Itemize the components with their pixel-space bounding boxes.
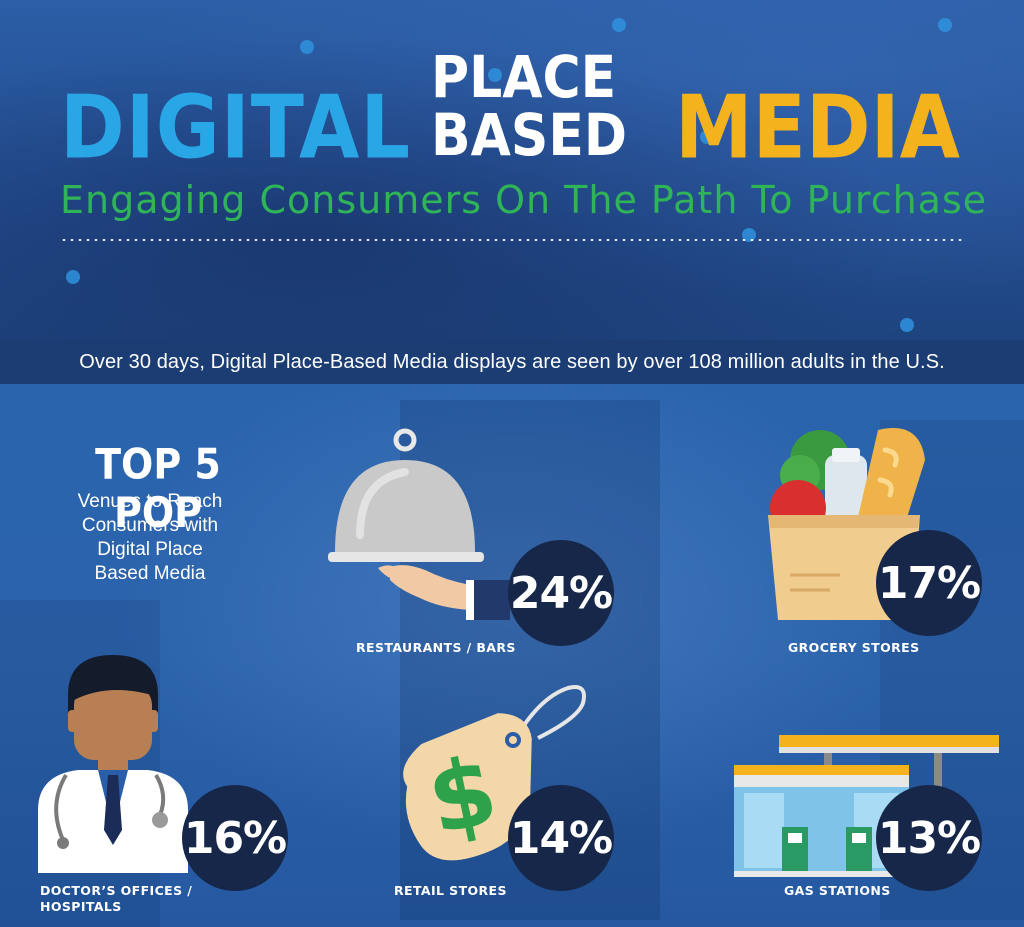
dotted-divider [60, 239, 965, 241]
top5-subtitle-line: Based Media [94, 563, 206, 584]
decorative-dot [66, 270, 80, 284]
stat-banner-text: Over 30 days, Digital Place-Based Media … [79, 350, 945, 373]
percent-circle-restaurants: 24% [508, 540, 614, 646]
top5-subtitle-line: Digital Place [97, 539, 203, 560]
label-gas: GAS STATIONS [784, 883, 891, 898]
decorative-dot [938, 18, 952, 32]
label-doctors-line: DOCTOR’S OFFICES / [40, 883, 193, 898]
price-tag-icon: $ [403, 685, 586, 861]
doctor-icon [38, 655, 188, 873]
page-subtitle: Engaging Consumers On The Path To Purcha… [60, 178, 988, 222]
page-title: DIGITAL PLACE BASED MEDIA [60, 49, 960, 179]
stat-banner: Over 30 days, Digital Place-Based Media … [0, 340, 1024, 384]
header-background [0, 0, 1024, 340]
top5-title: TOP 5 POP [95, 440, 221, 537]
decorative-dot [488, 68, 502, 82]
top5-subtitle-line: Venues to Reach [77, 491, 223, 512]
decorative-dot [700, 130, 714, 144]
decorative-dot [300, 40, 314, 54]
percent-circle-gas: 13% [876, 785, 982, 891]
decorative-dot [900, 318, 914, 332]
cloche-icon [328, 428, 510, 620]
decorative-dot [612, 18, 626, 32]
title-media: MEDIA [674, 77, 960, 179]
title-place-based: PLACE BASED [431, 44, 628, 170]
decorative-dot [742, 228, 756, 242]
label-doctors: DOCTOR’S OFFICES / HOSPITALS [40, 883, 192, 915]
label-retail: RETAIL STORES [394, 883, 507, 898]
top5-subtitle-line: Consumers with [81, 515, 219, 536]
top5-subtitle: Venues to Reach Consumers with Digital P… [50, 490, 250, 586]
label-grocery: GROCERY STORES [788, 640, 920, 655]
percent-circle-grocery: 17% [876, 530, 982, 636]
percent-circle-retail: 14% [508, 785, 614, 891]
title-digital: DIGITAL [60, 77, 412, 179]
label-doctors-line: HOSPITALS [40, 899, 122, 914]
label-restaurants: RESTAURANTS / BARS [356, 640, 516, 655]
percent-circle-doctors: 16% [182, 785, 288, 891]
